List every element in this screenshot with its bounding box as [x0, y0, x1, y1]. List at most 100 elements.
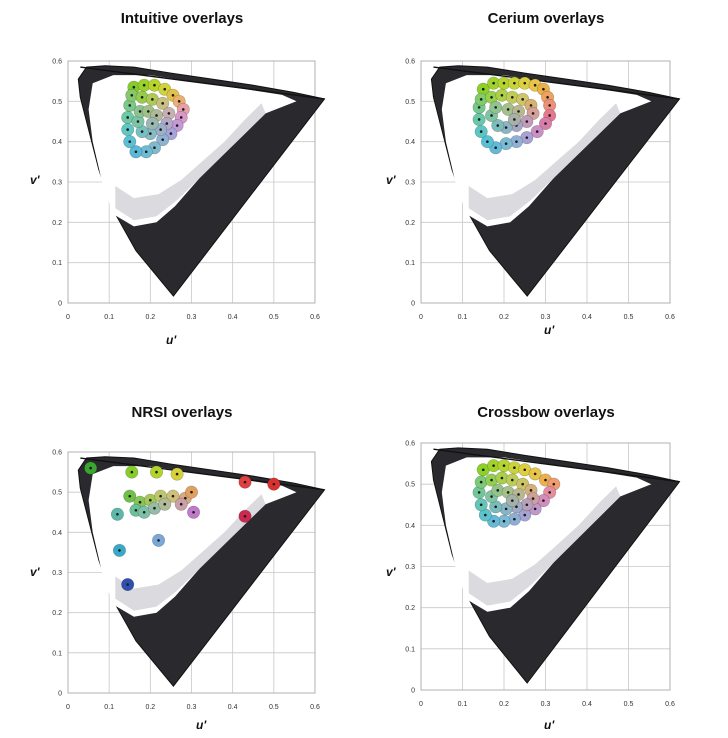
data-point-center — [506, 491, 510, 494]
chart-svg: 0 0.1 0.2 0.3 0.4 0.5 0.6 0 0.1 0.2 0.3 0.4 0.5 0.6 — [52, 450, 326, 711]
data-point-center — [138, 500, 142, 504]
data-point-center — [130, 93, 134, 97]
data-point-center — [490, 478, 493, 482]
data-point-center — [130, 470, 134, 474]
data-point-center — [169, 132, 173, 135]
data-point-center — [165, 122, 169, 125]
data-point-center — [479, 503, 483, 507]
chart-svg: 0 0.1 0.2 0.3 0.4 0.5 0.6 0 0.1 0.2 0.3 0.4 0.5 0.6 — [52, 59, 326, 321]
data-point-center — [140, 96, 144, 99]
x-tick-label: 0.2 — [145, 314, 155, 321]
plot-frame — [420, 60, 671, 304]
data-point-center — [529, 489, 533, 492]
data-point-center — [513, 81, 516, 85]
y-tick-label: 0.1 — [405, 646, 415, 653]
data-point-center — [153, 146, 156, 150]
x-tick-label: 0.6 — [665, 314, 675, 321]
x-axis-label: u' — [544, 718, 555, 732]
y-tick-label: 0.6 — [405, 441, 415, 448]
x-tick-label: 0.6 — [310, 314, 320, 321]
x-tick-label: 0 — [66, 314, 70, 321]
y-tick-label: 0.1 — [52, 650, 62, 657]
data-point-center — [171, 93, 175, 97]
chart-title: Intuitive overlays — [120, 10, 244, 27]
data-point-center — [494, 146, 497, 150]
data-point-center — [484, 513, 487, 517]
y-tick-label: 0 — [58, 691, 62, 698]
x-tick-label: 0.1 — [104, 314, 114, 321]
data-point-center — [492, 81, 495, 85]
y-axis-label: v' — [30, 565, 40, 579]
data-point-center — [490, 96, 493, 99]
data-point-center — [479, 98, 483, 101]
data-point-center — [142, 83, 146, 87]
data-point-center — [161, 102, 164, 105]
data-point-center — [132, 85, 136, 89]
data-point-center — [531, 112, 535, 115]
y-tick-label: 0.2 — [405, 605, 415, 612]
data-point-center — [529, 104, 533, 107]
y-tick-label: 0.4 — [52, 530, 62, 537]
data-point-center — [531, 497, 535, 500]
data-points — [121, 78, 190, 159]
data-point-center — [548, 104, 551, 107]
x-tick-label: 0.6 — [310, 704, 320, 711]
data-point-center — [179, 116, 183, 119]
x-tick-label: 0.1 — [458, 314, 468, 321]
data-point-center — [517, 110, 520, 113]
data-point-center — [155, 470, 158, 474]
y-tick-label: 0.4 — [52, 139, 62, 146]
y-axis-label: v' — [386, 173, 396, 187]
x-tick-label: 0.2 — [499, 701, 509, 708]
data-point-center — [146, 110, 150, 113]
data-point-center — [159, 128, 162, 131]
y-axis-label: v' — [30, 173, 40, 187]
data-point-center — [138, 110, 142, 113]
data-point-center — [533, 83, 537, 87]
data-point-center — [513, 466, 516, 469]
data-point-center — [552, 482, 556, 486]
data-point-center — [481, 468, 485, 472]
data-point-center — [481, 87, 485, 91]
chart-panel: NRSI overlays 0 0.1 0.2 0.3 0.4 0.5 0.6 0 0.1 0.2… — [0, 369, 364, 738]
chart-panel: Crossbow overlays 0 0.1 0.2 0.3 0.4 0.5 0.6 0 0.… — [364, 369, 728, 738]
y-tick-label: 0.6 — [405, 59, 415, 66]
x-tick-label: 0.3 — [541, 701, 551, 708]
y-tick-label: 0.3 — [405, 180, 415, 187]
data-point-center — [167, 112, 171, 115]
chart-title: Cerium overlays — [487, 10, 605, 27]
data-point-center — [192, 510, 195, 514]
data-point-center — [525, 503, 529, 507]
data-point-center — [521, 482, 524, 486]
y-tick-label: 0.4 — [405, 139, 415, 146]
data-point-center — [523, 468, 527, 472]
data-point-center — [126, 116, 129, 119]
data-point-center — [517, 493, 520, 496]
y-tick-label: 0 — [411, 688, 415, 695]
data-point-center — [504, 507, 508, 511]
x-tick-label: 0.6 — [665, 701, 675, 708]
chart-title: NRSI overlays — [131, 404, 233, 421]
x-axis-label: u' — [544, 323, 555, 337]
data-point-center — [128, 140, 132, 143]
y-tick-label: 0.1 — [405, 260, 415, 267]
data-point-center — [175, 472, 179, 476]
y-tick-label: 0.5 — [52, 99, 62, 106]
data-point-center — [153, 83, 156, 87]
y-tick-label: 0 — [58, 301, 62, 308]
data-point-center — [128, 104, 132, 107]
y-tick-label: 0.2 — [52, 220, 62, 227]
chart-svg: 0 0.1 0.2 0.3 0.4 0.5 0.6 0 0.1 0.2 0.3 0.4 0.5 0.6 — [405, 59, 681, 321]
locus-top-edge — [80, 457, 325, 491]
x-tick-label: 0 — [419, 314, 423, 321]
locus-top-edge — [433, 66, 680, 100]
x-tick-label: 0.5 — [624, 701, 634, 708]
data-point-center — [511, 499, 514, 502]
data-point-center — [157, 539, 160, 542]
y-tick-label: 0 — [411, 301, 415, 308]
data-point-center — [542, 87, 545, 91]
data-points — [84, 461, 281, 592]
data-point-center — [533, 472, 537, 476]
data-point-center — [477, 491, 481, 494]
x-tick-label: 0.4 — [228, 704, 238, 711]
